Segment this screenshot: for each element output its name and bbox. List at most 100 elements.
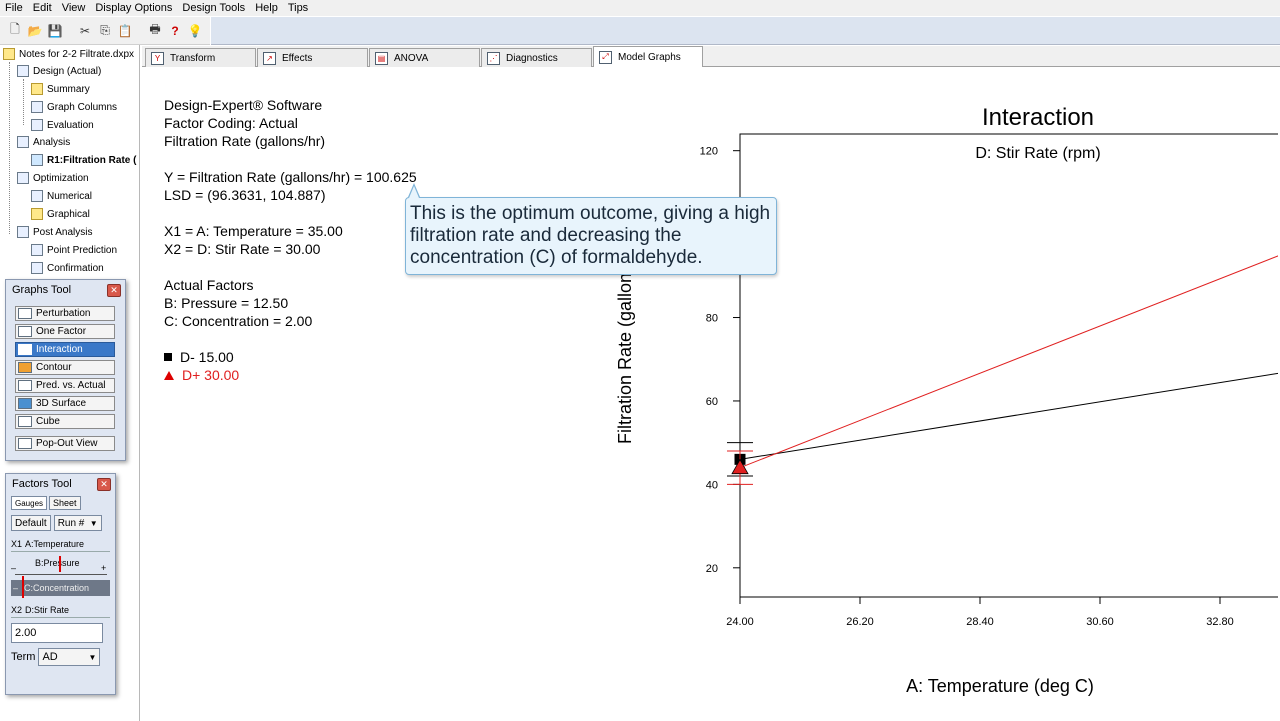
factors-tool-tabs: Gauges Sheet xyxy=(11,496,81,510)
tree-item-graphical[interactable]: Graphical xyxy=(31,206,90,222)
tab-label: Model Graphs xyxy=(618,51,681,63)
close-icon[interactable]: ✕ xyxy=(97,477,111,491)
tree-item-design[interactable]: Design (Actual) xyxy=(17,63,101,79)
graph-columns-icon xyxy=(31,101,43,113)
one-factor-button[interactable]: One Factor xyxy=(15,324,115,339)
cube-button[interactable]: Cube xyxy=(15,414,115,429)
software-label: Design-Expert® Software xyxy=(164,97,323,113)
chart-title: Interaction xyxy=(982,104,1094,131)
menu-file[interactable]: File xyxy=(5,2,23,14)
menu-edit[interactable]: Edit xyxy=(32,2,52,14)
tree-item-summary[interactable]: Summary xyxy=(31,81,90,97)
slider-plus: + xyxy=(101,563,107,573)
one-factor-icon xyxy=(18,326,32,337)
gauges-tab[interactable]: Gauges xyxy=(11,496,48,510)
menu-bar: File Edit View Display Options Design To… xyxy=(0,0,1280,16)
cube-icon xyxy=(18,416,32,427)
factor-row-b-slider[interactable]: – B:Pressure + xyxy=(11,556,110,576)
3d-surface-button[interactable]: 3D Surface xyxy=(15,396,115,411)
tree-item-numerical[interactable]: Numerical xyxy=(31,188,92,204)
button-label: Pop-Out View xyxy=(36,438,98,449)
factor-row-a[interactable]: X1 A:Temperature xyxy=(11,536,110,552)
pred-vs-actual-icon xyxy=(18,380,32,391)
slider-thumb[interactable] xyxy=(22,576,24,598)
point-prediction-icon xyxy=(31,244,43,256)
model-graph-panel: Design-Expert® Software Factor Coding: A… xyxy=(142,67,1280,721)
help-icon[interactable]: ? xyxy=(171,23,179,38)
toolbar-filler xyxy=(211,17,1280,45)
save-icon[interactable]: 💾 xyxy=(47,23,63,38)
factors-tool-titlebar[interactable]: Factors Tool ✕ xyxy=(6,474,115,494)
tree-item-optimization[interactable]: Optimization xyxy=(17,170,89,186)
graphs-tool-titlebar[interactable]: Graphs Tool ✕ xyxy=(6,280,125,300)
tab-anova[interactable]: ▤ ANOVA xyxy=(369,48,480,67)
perturbation-button[interactable]: Perturbation xyxy=(15,306,115,321)
sheet-tab[interactable]: Sheet xyxy=(49,496,81,510)
tree-item-point-prediction[interactable]: Point Prediction xyxy=(31,242,117,258)
tab-diagnostics[interactable]: ⋰ Diagnostics xyxy=(481,48,592,67)
graphs-tool-window: Graphs Tool ✕ Perturbation One Factor In… xyxy=(5,279,126,461)
menu-view[interactable]: View xyxy=(61,2,86,14)
graph-info-text: Design-Expert® Software Factor Coding: A… xyxy=(164,96,417,384)
summary-icon xyxy=(31,83,43,95)
x1-value-label: X1 = A: Temperature = 35.00 xyxy=(164,223,343,239)
tab-label: Transform xyxy=(170,52,216,64)
post-analysis-icon xyxy=(17,226,29,238)
x-tick-label: 28.40 xyxy=(966,616,994,628)
print-icon[interactable]: 🖶 xyxy=(149,22,161,36)
pop-out-view-button[interactable]: Pop-Out View xyxy=(15,436,115,451)
cut-icon[interactable]: ✂ xyxy=(79,23,91,38)
model-graphs-icon: ⤢ xyxy=(599,50,612,64)
interaction-icon xyxy=(18,344,32,355)
tree-item-label: Point Prediction xyxy=(47,244,118,256)
y-tick-label: 20 xyxy=(706,563,718,575)
interaction-button[interactable]: Interaction xyxy=(15,342,115,357)
paste-icon[interactable]: 📋 xyxy=(117,23,133,38)
contour-button[interactable]: Contour xyxy=(15,360,115,375)
tree-item-label: Confirmation xyxy=(47,262,104,274)
tab-model-graphs[interactable]: ⤢ Model Graphs xyxy=(593,46,703,67)
term-dropdown-value: AD xyxy=(42,651,58,663)
tree-item-evaluation[interactable]: Evaluation xyxy=(31,117,94,133)
factor-row-c-slider[interactable]: – C:Concentration xyxy=(11,576,110,598)
run-dropdown[interactable]: Run # ▼ xyxy=(53,515,102,531)
menu-display-options[interactable]: Display Options xyxy=(95,2,173,14)
tip-bulb-icon[interactable]: 💡 xyxy=(187,23,203,38)
tree-item-graph-columns[interactable]: Graph Columns xyxy=(31,99,117,115)
tree-connector xyxy=(9,62,10,234)
term-dropdown[interactable]: AD ▼ xyxy=(38,648,101,666)
tab-bar: Y Transform ↗ Effects ▤ ANOVA ⋰ Diagnost… xyxy=(142,46,1280,67)
tree-item-post-analysis[interactable]: Post Analysis xyxy=(17,224,92,240)
interaction-chart[interactable]: Interaction D: Stir Rate (rpm) 24.00 26.20 2… xyxy=(598,97,1278,717)
factor-b-label: B:Pressure xyxy=(35,558,80,568)
series-line-high xyxy=(739,255,1278,469)
copy-icon[interactable]: ⎘ xyxy=(100,23,110,37)
tree-item-analysis[interactable]: Analysis xyxy=(17,134,70,150)
tree-item-confirmation[interactable]: Confirmation xyxy=(31,260,104,276)
menu-design-tools[interactable]: Design Tools xyxy=(182,2,246,14)
new-file-icon[interactable]: 🗋 xyxy=(10,22,20,36)
menu-tips[interactable]: Tips xyxy=(287,2,309,14)
factors-tool-title: Factors Tool xyxy=(12,478,72,490)
menu-help[interactable]: Help xyxy=(255,2,278,14)
tree-item-r1-filtration-rate[interactable]: R1:Filtration Rate ( xyxy=(31,152,136,168)
slider-thumb[interactable] xyxy=(59,556,61,572)
tab-effects[interactable]: ↗ Effects xyxy=(257,48,368,67)
tab-transform[interactable]: Y Transform xyxy=(145,48,256,67)
tree-root[interactable]: Notes for 2-2 Filtrate.dxpx xyxy=(3,46,134,62)
3d-surface-icon xyxy=(18,398,32,409)
open-folder-icon[interactable]: 📂 xyxy=(27,23,43,38)
pred-vs-actual-button[interactable]: Pred. vs. Actual xyxy=(15,378,115,393)
factor-value-input[interactable]: 2.00 xyxy=(11,623,103,643)
default-button[interactable]: Default xyxy=(11,515,51,531)
x-axis-label: A: Temperature (deg C) xyxy=(906,676,1094,696)
analysis-icon xyxy=(17,136,29,148)
effects-icon: ↗ xyxy=(263,51,276,65)
tree-item-label: Graph Columns xyxy=(47,101,118,113)
graphs-tool-title: Graphs Tool xyxy=(12,284,72,296)
diagnostics-icon: ⋰ xyxy=(487,51,500,65)
term-row: Term AD ▼ xyxy=(11,648,101,666)
close-icon[interactable]: ✕ xyxy=(107,283,121,297)
factor-row-d[interactable]: X2 D:Stir Rate xyxy=(11,602,110,618)
confirmation-icon xyxy=(31,262,43,274)
